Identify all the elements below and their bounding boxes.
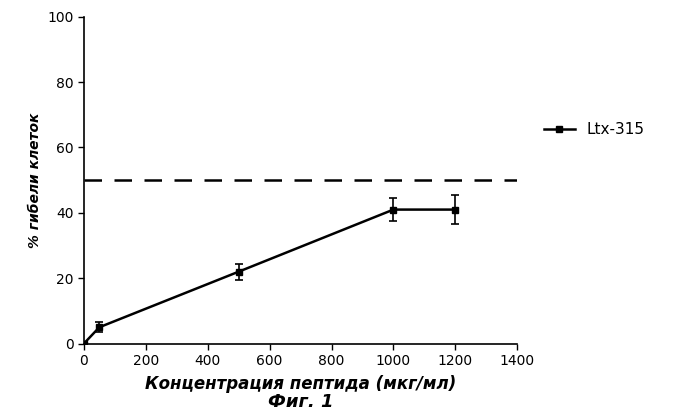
Legend: Ltx-315: Ltx-315 [538,116,651,143]
Text: Фиг. 1: Фиг. 1 [268,393,333,411]
X-axis label: Концентрация пептида (мкг/мл): Концентрация пептида (мкг/мл) [145,375,456,393]
Y-axis label: % гибели клеток: % гибели клеток [27,112,41,248]
